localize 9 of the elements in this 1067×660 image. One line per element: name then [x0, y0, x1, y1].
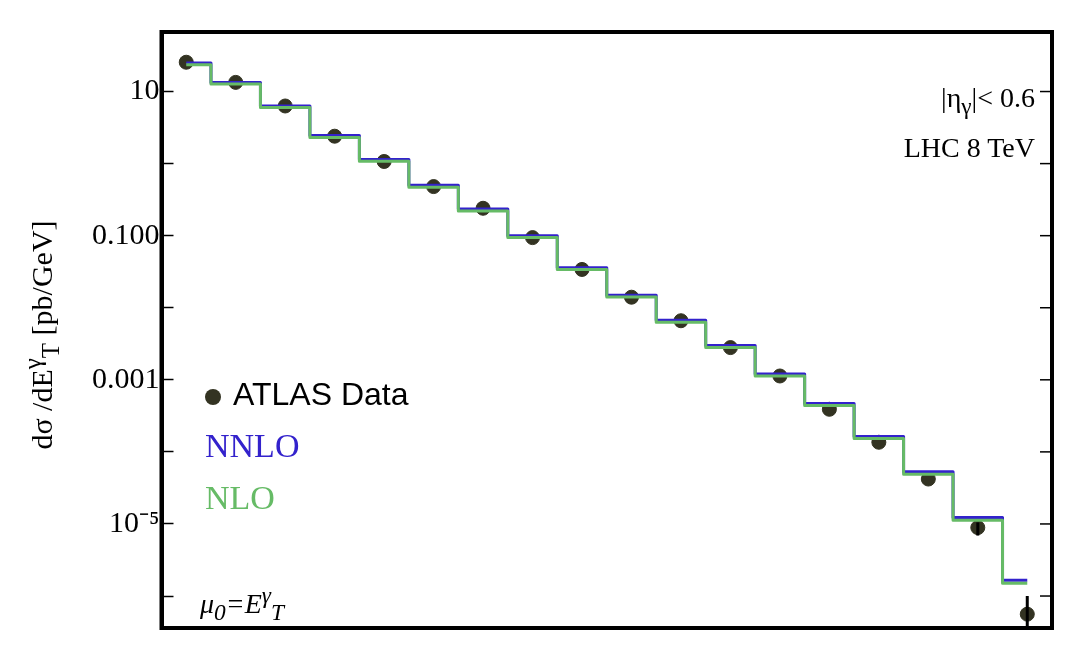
- y-tick-label: 10: [129, 72, 160, 106]
- y-tick-label: 10⁻⁵: [109, 504, 160, 538]
- y-tick-label: 0.001: [92, 360, 160, 394]
- text: NLO: [205, 478, 276, 518]
- y-tick-label: 0.100: [92, 216, 160, 250]
- text: NNLO: [205, 426, 301, 466]
- annotation: LHC 8 TeV: [903, 132, 1035, 164]
- legend-label: ATLAS Data: [233, 376, 409, 412]
- annotation: |η$_{γ}$|< 0.6: [941, 82, 1035, 120]
